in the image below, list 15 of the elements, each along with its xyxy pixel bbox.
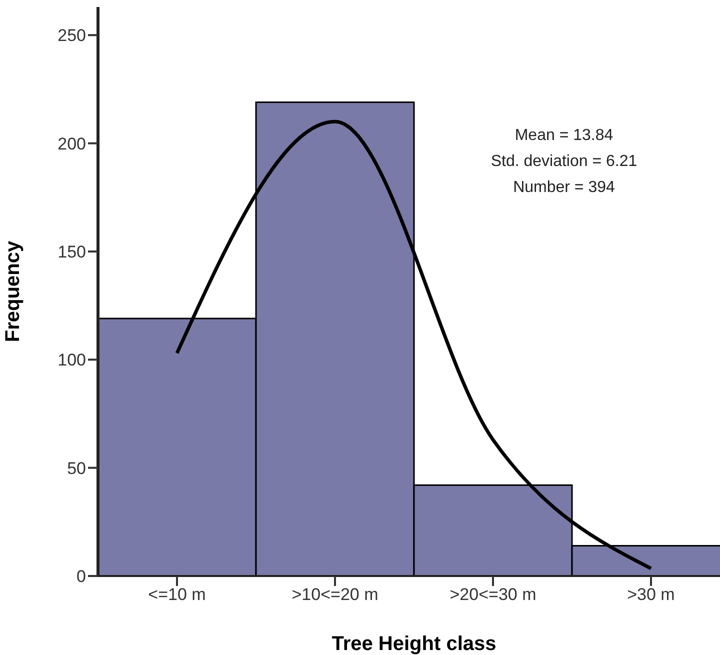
x-tick-label: >10<=20 m (292, 585, 378, 604)
annotation: Mean = 13.84 (514, 126, 614, 146)
annotation: Std. deviation = 6.21 (490, 152, 638, 172)
y-tick-label: 250 (58, 26, 86, 46)
y-axis-title: Frequency (2, 240, 24, 342)
x-tick-label: >30 m (627, 585, 675, 604)
y-tick-label: 200 (58, 134, 86, 154)
x-tick-label: <=10 m (148, 585, 206, 604)
y-tick-label: 100 (58, 350, 86, 370)
x-axis-title: Tree Height class (332, 633, 496, 655)
y-tick-label: 0 (76, 567, 86, 586)
y-tick-label: 150 (58, 242, 86, 262)
annotation: Number = 394 (512, 178, 616, 198)
y-tick-label: 50 (67, 458, 86, 478)
x-tick-label: >20<=30 m (450, 585, 536, 604)
